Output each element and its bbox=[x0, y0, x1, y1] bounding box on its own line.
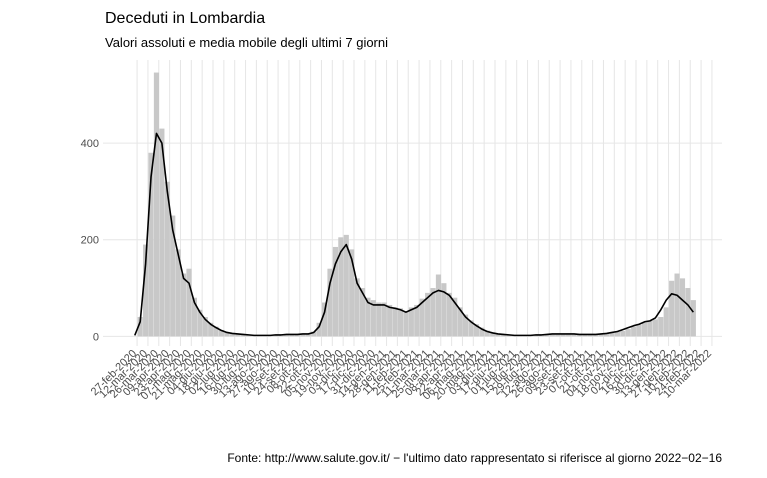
bar bbox=[446, 292, 452, 337]
y-tick-label: 200 bbox=[81, 235, 99, 247]
plot-background bbox=[103, 60, 722, 346]
bar bbox=[338, 237, 344, 337]
bar bbox=[235, 333, 241, 337]
bar bbox=[349, 249, 355, 337]
bar bbox=[495, 333, 501, 337]
bar bbox=[376, 302, 382, 337]
bar bbox=[609, 332, 615, 337]
bar bbox=[327, 268, 333, 337]
bar bbox=[224, 331, 230, 337]
bar bbox=[213, 326, 219, 337]
bar bbox=[354, 278, 360, 337]
bar bbox=[647, 320, 653, 337]
bar bbox=[370, 300, 376, 337]
bar bbox=[500, 334, 507, 337]
bar bbox=[343, 234, 349, 337]
chart-title: Deceduti in Lombardia bbox=[105, 10, 265, 27]
bar bbox=[679, 278, 686, 337]
bar bbox=[392, 307, 398, 337]
bar bbox=[175, 249, 181, 337]
bar bbox=[631, 326, 637, 337]
bar bbox=[614, 331, 620, 337]
bar bbox=[641, 322, 648, 337]
bar bbox=[560, 333, 566, 337]
bar bbox=[164, 181, 170, 337]
bar bbox=[490, 332, 496, 337]
bar bbox=[473, 324, 479, 337]
bar bbox=[555, 333, 561, 337]
bar bbox=[414, 304, 420, 337]
y-tick-label: 0 bbox=[93, 331, 99, 343]
bar bbox=[468, 320, 474, 337]
bar bbox=[197, 309, 203, 337]
bar bbox=[652, 319, 658, 337]
bar bbox=[598, 333, 604, 337]
bar bbox=[435, 274, 442, 337]
bar bbox=[229, 332, 235, 337]
bar bbox=[566, 333, 572, 337]
bar bbox=[180, 273, 187, 337]
bar bbox=[430, 288, 436, 337]
bar bbox=[159, 128, 165, 337]
bar bbox=[218, 330, 225, 337]
bar bbox=[316, 322, 322, 337]
chart-subtitle: Valori assoluti e media mobile degli ult… bbox=[105, 35, 388, 50]
bar bbox=[419, 298, 425, 337]
bar bbox=[365, 297, 371, 337]
bar bbox=[544, 334, 550, 337]
bar bbox=[143, 244, 149, 337]
caption: Fonte: http://www.salute.gov.it/ − l'ult… bbox=[227, 451, 722, 465]
bar bbox=[669, 280, 675, 337]
bar bbox=[658, 317, 664, 337]
moving-average-line bbox=[134, 132, 694, 337]
bar bbox=[625, 329, 631, 337]
bar bbox=[603, 333, 610, 337]
bar bbox=[549, 333, 555, 337]
bar bbox=[387, 304, 393, 337]
bar bbox=[240, 334, 246, 337]
bar bbox=[148, 152, 154, 337]
y-tick-label: 400 bbox=[81, 138, 99, 150]
bar bbox=[289, 334, 295, 337]
bar bbox=[359, 288, 366, 337]
bar bbox=[452, 297, 458, 337]
bar bbox=[636, 324, 642, 337]
bar bbox=[571, 333, 577, 337]
bar bbox=[479, 327, 485, 337]
bar bbox=[462, 314, 469, 337]
bar bbox=[300, 333, 306, 337]
bar bbox=[663, 307, 669, 337]
bar bbox=[311, 331, 317, 337]
bar bbox=[690, 300, 696, 337]
bar bbox=[381, 302, 387, 337]
bar bbox=[202, 317, 208, 337]
bar bbox=[403, 311, 409, 337]
bar bbox=[425, 292, 431, 337]
bar bbox=[321, 302, 328, 337]
bar bbox=[305, 333, 311, 337]
bar bbox=[208, 322, 214, 337]
bar bbox=[153, 72, 160, 337]
bar bbox=[191, 297, 197, 337]
bar bbox=[186, 268, 192, 337]
bar bbox=[408, 307, 414, 337]
bar bbox=[397, 308, 404, 337]
bar bbox=[674, 273, 680, 337]
bar bbox=[457, 307, 463, 337]
bar bbox=[170, 215, 176, 337]
bar bbox=[441, 283, 447, 337]
bar bbox=[137, 317, 143, 337]
bar bbox=[332, 246, 338, 337]
bar bbox=[620, 331, 626, 337]
bar bbox=[484, 330, 490, 337]
bar bbox=[685, 288, 691, 337]
